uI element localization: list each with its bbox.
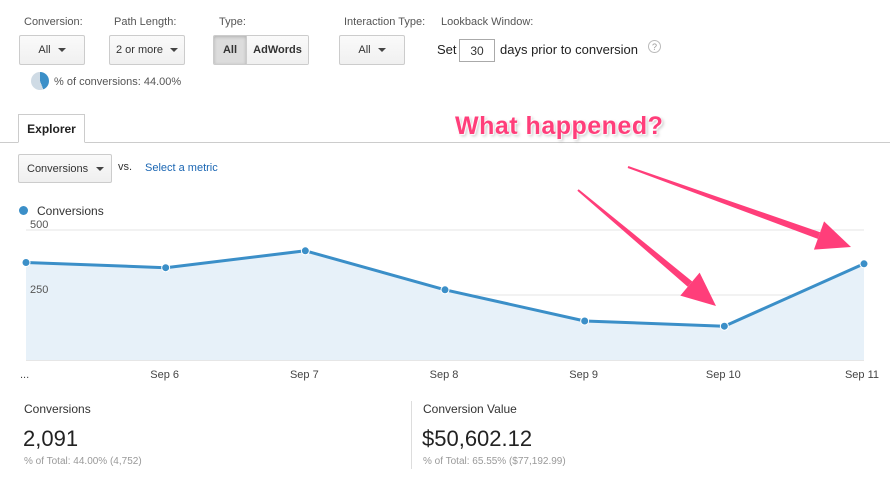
legend-label: Conversions [37, 204, 104, 218]
help-icon[interactable]: ? [648, 40, 661, 53]
conversions-line-chart: 500 250... Sep 6 Sep 7 Sep 8 Sep 9 Sep 10 Sep 1… [20, 220, 879, 381]
data-point [161, 263, 171, 273]
y-tick-label: 250 [30, 284, 48, 296]
tab-divider [0, 142, 890, 143]
data-point [859, 259, 869, 269]
legend-swatch [19, 206, 28, 215]
x-tick-label: Sep 9 [569, 369, 598, 381]
scorecard-divider [411, 401, 412, 469]
interaction-type-label: Interaction Type: [344, 16, 426, 28]
x-tick-label: Sep 6 [150, 369, 179, 381]
caret-down-icon [377, 48, 386, 52]
interaction-type-dropdown[interactable]: All [339, 35, 405, 65]
conversion-dropdown[interactable]: All [19, 35, 85, 65]
data-point [440, 285, 450, 295]
scorecard-conversions-label: Conversions [24, 402, 91, 416]
type-all-button[interactable]: All [214, 36, 246, 64]
path-length-dropdown[interactable]: 2 or more [109, 35, 185, 65]
type-adwords-button[interactable]: AdWords [246, 36, 308, 64]
path-length-dropdown-value: 2 or more [115, 44, 164, 56]
conversion-dropdown-value: All [38, 44, 51, 56]
caret-down-icon [57, 48, 66, 52]
x-tick-label: Sep 7 [290, 369, 319, 381]
scorecard-conversions-value: 2,091 [23, 426, 79, 451]
type-toggle-group: All AdWords [213, 35, 309, 65]
annotation-text: What happened? [455, 112, 664, 140]
data-point [21, 258, 31, 267]
conversion-filter-label: Conversion: [24, 16, 83, 28]
pct-of-conversions: % of conversions: 44.00% [54, 76, 182, 88]
interaction-type-dropdown-value: All [358, 44, 371, 56]
lookback-window-label: Lookback Window: [441, 16, 534, 28]
lookback-set-text: Set [437, 42, 457, 57]
metric-dropdown-value: Conversions [27, 162, 89, 175]
lookback-suffix-text: days prior to conversion [500, 42, 639, 57]
path-length-label: Path Length: [114, 16, 177, 28]
caret-down-icon [96, 166, 105, 171]
vs-label: vs. [118, 161, 133, 173]
select-metric-link[interactable]: Select a metric [145, 162, 218, 174]
data-point [719, 321, 729, 331]
conversion-share-pie-icon [31, 72, 49, 90]
scorecard-value-value: $50,602.12 [422, 426, 533, 451]
x-tick-label: Sep 10 [706, 369, 741, 381]
metric-dropdown[interactable]: Conversions [18, 154, 112, 183]
y-tick-label: 500 [30, 220, 48, 231]
scorecard-value-label: Conversion Value [423, 402, 517, 416]
x-tick-label: Sep 8 [430, 369, 459, 381]
type-label: Type: [219, 16, 246, 28]
lookback-days-input[interactable]: 30 [459, 39, 495, 62]
x-tick-label: ... [20, 369, 29, 381]
data-point [580, 316, 590, 326]
x-tick-label: Sep 11 [845, 369, 879, 381]
data-point [300, 246, 310, 256]
scorecard-value-sub: % of Total: 65.55% ($77,192.99) [423, 456, 566, 467]
series-area [26, 250, 864, 360]
tab-explorer[interactable]: Explorer [18, 114, 85, 143]
scorecard-conversions-sub: % of Total: 44.00% (4,752) [24, 456, 142, 467]
caret-down-icon [170, 48, 179, 52]
